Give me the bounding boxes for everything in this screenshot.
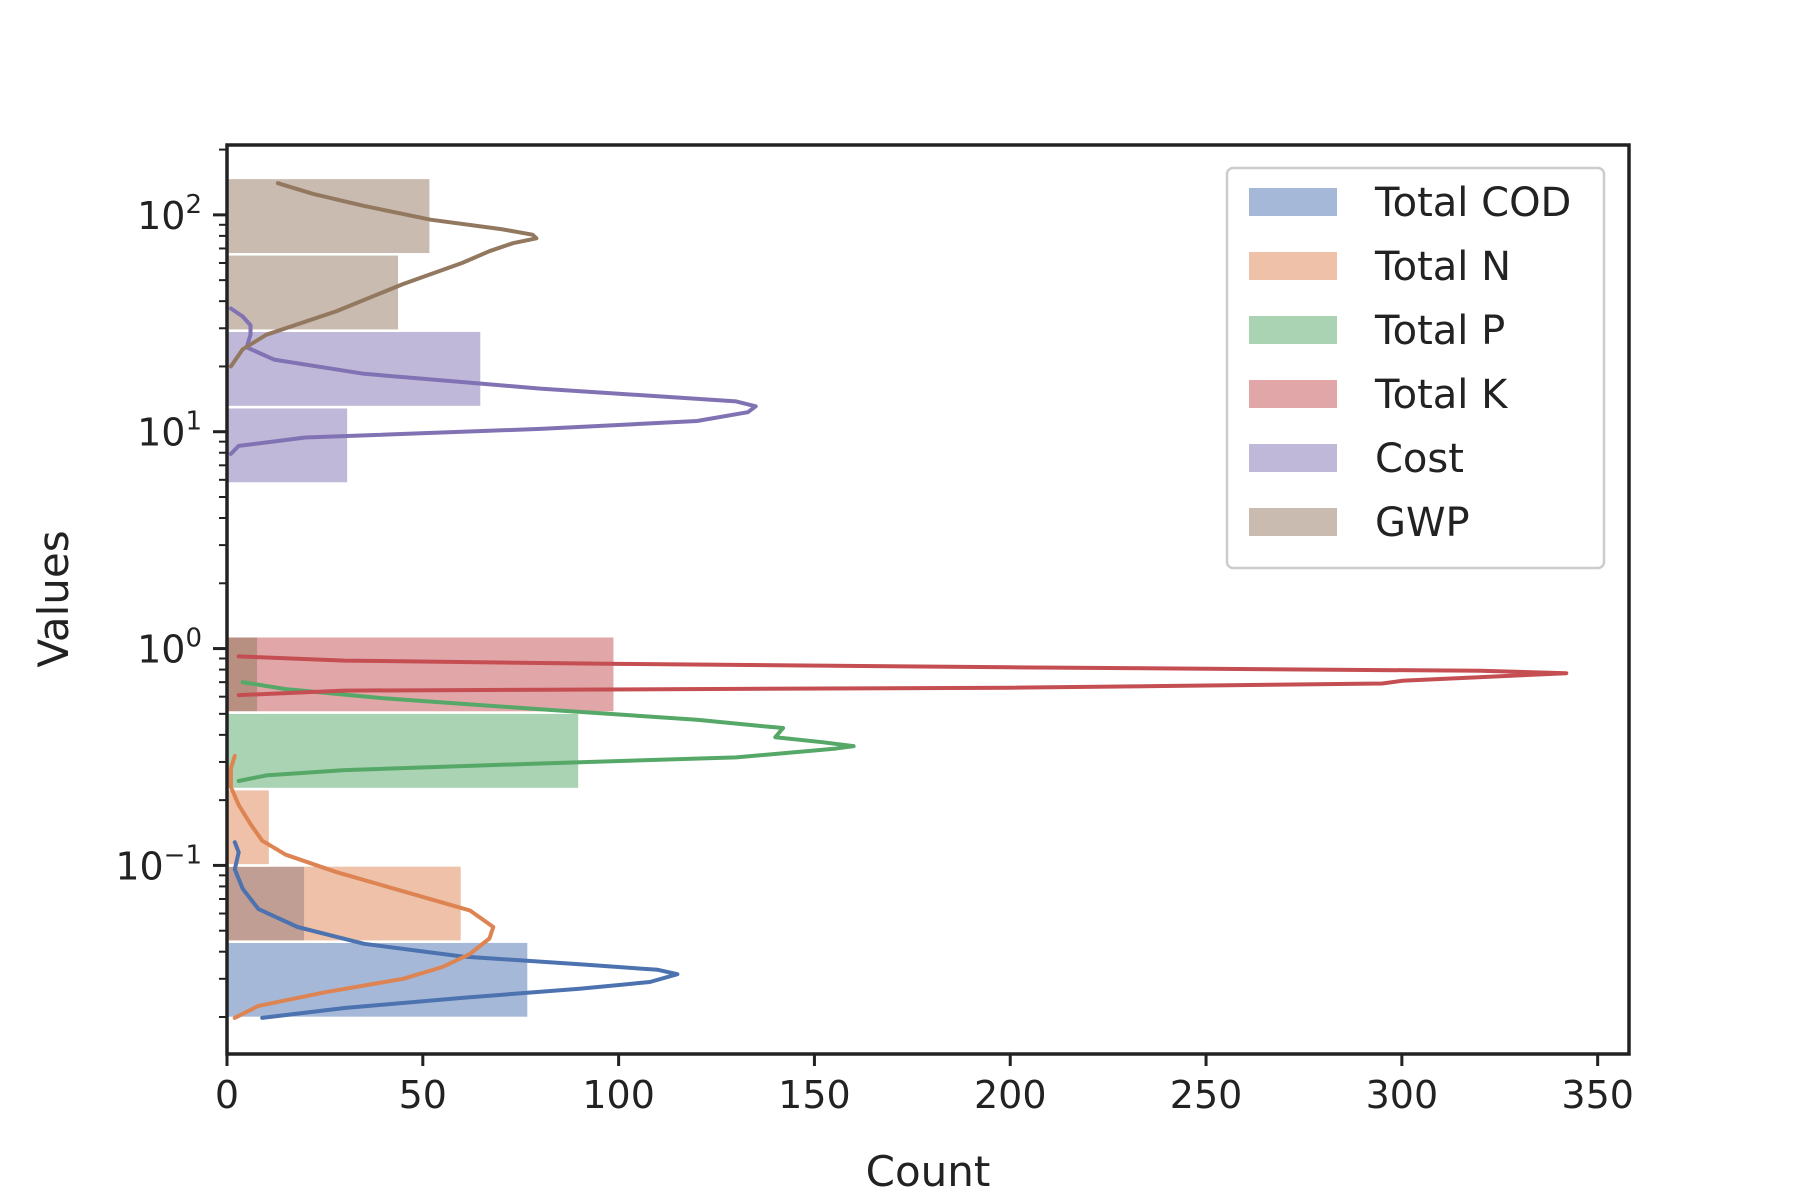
plot-frame <box>225 143 1631 1056</box>
x-tick-label: 200 <box>974 1073 1047 1117</box>
legend-swatch-total-cod <box>1249 188 1337 216</box>
legend-label-total-k: Total K <box>1374 372 1509 418</box>
legend: Total COD Total N Total P Total K Cost GWP <box>1225 166 1606 570</box>
legend-swatch-gwp <box>1249 508 1337 536</box>
x-tick-label: 250 <box>1170 1073 1243 1117</box>
x-tick-label: 0 <box>215 1073 239 1117</box>
legend-label-cost: Cost <box>1375 436 1464 482</box>
y-tick-label: 10−1 <box>115 840 202 888</box>
bar-total-n-0 <box>225 864 464 943</box>
x-tick-label: 350 <box>1561 1073 1634 1117</box>
bar-gwp-1 <box>225 176 432 256</box>
y-tick-label: 102 <box>137 190 202 238</box>
kde-total-p <box>236 680 856 783</box>
x-axis-ticks: 0 50 100 150 200 250 300 350 <box>215 1054 1634 1117</box>
legend-label-total-n: Total N <box>1374 244 1511 290</box>
bar-total-p-0 <box>225 711 581 791</box>
y-axis-label: Values <box>29 530 78 667</box>
legend-swatch-total-p <box>1249 316 1337 344</box>
kde-gwp <box>228 181 539 369</box>
x-axis-label: Count <box>866 1147 991 1196</box>
x-tick-label: 50 <box>399 1073 447 1117</box>
kde-total-n <box>228 753 496 1020</box>
bar-cost-1 <box>225 329 483 409</box>
kde-curves <box>228 181 1569 1020</box>
x-tick-label: 300 <box>1366 1073 1439 1117</box>
y-tick-label: 101 <box>137 407 202 455</box>
kde-total-k <box>236 654 1569 698</box>
bar-total-n-1 <box>225 787 272 867</box>
kde-cost <box>228 306 758 456</box>
histogram-bars <box>225 176 616 1020</box>
y-axis-ticks: 10−1 100 101 102 <box>115 148 227 1018</box>
legend-label-gwp: GWP <box>1375 500 1470 546</box>
x-tick-label: 100 <box>582 1073 655 1117</box>
legend-swatch-total-k <box>1249 380 1337 408</box>
legend-label-total-cod: Total COD <box>1374 180 1571 226</box>
legend-swatch-total-n <box>1249 252 1337 280</box>
legend-swatch-cost <box>1249 444 1337 472</box>
legend-label-total-p: Total P <box>1374 308 1505 354</box>
x-tick-label: 150 <box>778 1073 851 1117</box>
y-tick-label: 100 <box>137 624 202 672</box>
kde-total-cod <box>232 840 680 1020</box>
